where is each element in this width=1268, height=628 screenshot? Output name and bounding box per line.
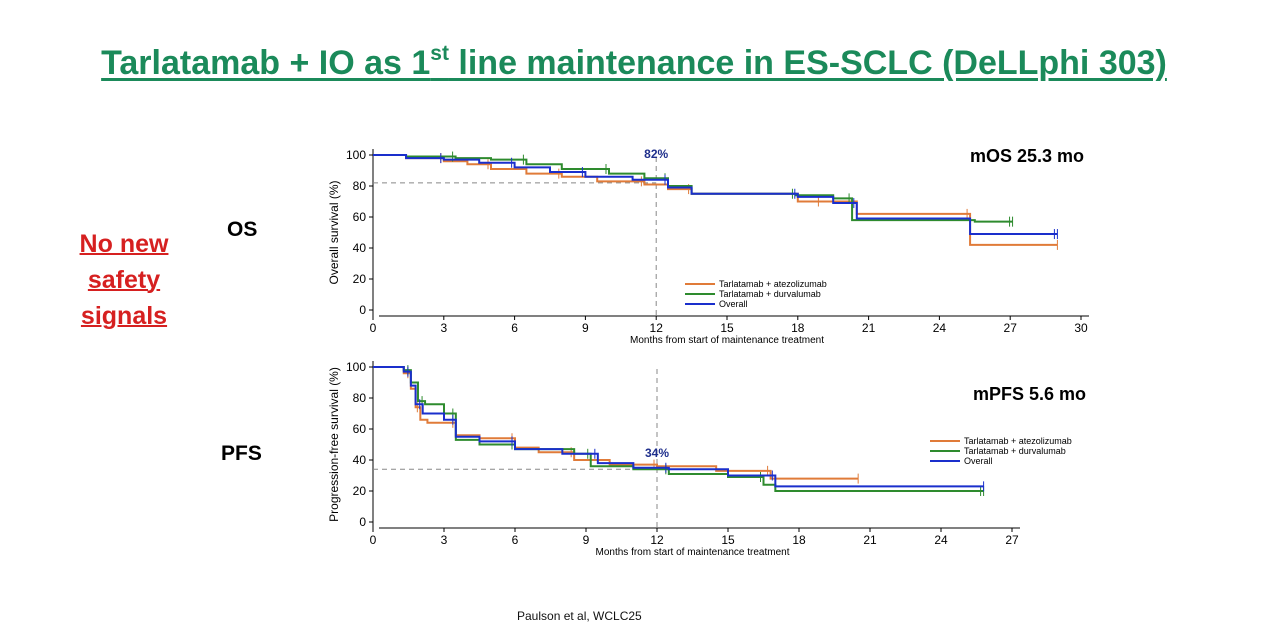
x-tick-label: 6 bbox=[512, 533, 519, 547]
safety-line-1: No new bbox=[79, 230, 169, 258]
title-main: Tarlatamab + IO as 1 bbox=[101, 44, 431, 82]
y-tick-label: 0 bbox=[359, 303, 366, 317]
safety-line-2: safety bbox=[87, 266, 161, 294]
safety-line-3: signals bbox=[80, 302, 168, 330]
x-tick-label: 21 bbox=[863, 533, 877, 547]
median-headline: mOS 25.3 mo bbox=[970, 146, 1084, 166]
y-tick-label: 100 bbox=[346, 360, 366, 374]
legend-label: Tarlatamab + atezolizumab bbox=[719, 279, 827, 289]
y-axis-label: Overall survival (%) bbox=[327, 180, 341, 284]
x-tick-label: 21 bbox=[862, 321, 876, 335]
x-tick-label: 0 bbox=[370, 321, 377, 335]
os-row-label: OS bbox=[227, 218, 258, 241]
legend-label: Overall bbox=[964, 456, 993, 466]
series-step-line bbox=[373, 366, 984, 492]
x-tick-label: 9 bbox=[582, 321, 589, 335]
x-tick-label: 24 bbox=[933, 321, 947, 335]
slide-title: Tarlatamab + IO as 1st line maintenance … bbox=[0, 42, 1268, 83]
y-tick-label: 0 bbox=[359, 515, 366, 529]
x-tick-label: 18 bbox=[792, 533, 806, 547]
series-step-line bbox=[373, 154, 1058, 236]
title-superscript: st bbox=[430, 42, 449, 65]
landmark-label: 82% bbox=[644, 147, 668, 161]
y-tick-label: 20 bbox=[353, 484, 367, 498]
x-tick-label: 15 bbox=[721, 533, 735, 547]
y-tick-label: 60 bbox=[353, 422, 367, 436]
y-tick-label: 60 bbox=[353, 210, 367, 224]
y-tick-label: 100 bbox=[346, 148, 366, 162]
pfs-kaplan-meier-chart: 0 20 40 60 80 100 0 3 6 9 12 15 18 21 24 27 Months from … bbox=[327, 360, 1086, 558]
x-axis-label: Months from start of maintenance treatme… bbox=[596, 547, 790, 558]
y-tick-label: 40 bbox=[353, 241, 367, 255]
y-tick-label: 80 bbox=[353, 179, 367, 193]
y-tick-label: 20 bbox=[353, 272, 367, 286]
x-tick-label: 27 bbox=[1005, 533, 1019, 547]
legend-label: Tarlatamab + durvalumab bbox=[964, 446, 1066, 456]
x-tick-label: 24 bbox=[934, 533, 948, 547]
landmark-label: 34% bbox=[645, 446, 669, 460]
y-tick-label: 80 bbox=[353, 391, 367, 405]
safety-callout: No new safety signals bbox=[54, 226, 194, 334]
x-tick-label: 12 bbox=[650, 321, 664, 335]
series-step-line bbox=[373, 154, 1058, 246]
os-kaplan-meier-chart: 0 20 40 60 80 100 0 3 6 9 12 15 18 21 24 27 30 Months fro… bbox=[327, 146, 1089, 346]
series-step-line bbox=[373, 366, 859, 480]
x-tick-label: 9 bbox=[583, 533, 590, 547]
x-tick-label: 0 bbox=[370, 533, 377, 547]
x-tick-label: 15 bbox=[720, 321, 734, 335]
x-tick-label: 12 bbox=[650, 533, 664, 547]
title-rest: line maintenance in ES-SCLC (DeLLphi 303… bbox=[448, 44, 1167, 82]
x-axis-label: Months from start of maintenance treatme… bbox=[630, 335, 824, 346]
legend-label: Tarlatamab + atezolizumab bbox=[964, 436, 1072, 446]
pfs-row-label: PFS bbox=[221, 442, 262, 465]
legend-label: Tarlatamab + durvalumab bbox=[719, 289, 821, 299]
legend-label: Overall bbox=[719, 299, 748, 309]
series-step-line bbox=[373, 154, 1013, 223]
median-headline: mPFS 5.6 mo bbox=[973, 384, 1086, 404]
x-tick-label: 18 bbox=[791, 321, 805, 335]
y-axis-label: Progression-free survival (%) bbox=[327, 367, 341, 522]
x-tick-label: 3 bbox=[440, 321, 447, 335]
x-tick-label: 30 bbox=[1074, 321, 1088, 335]
citation: Paulson et al, WCLC25 bbox=[517, 609, 642, 623]
x-tick-label: 3 bbox=[441, 533, 448, 547]
y-tick-label: 40 bbox=[353, 453, 367, 467]
x-tick-label: 6 bbox=[511, 321, 518, 335]
series-step-line bbox=[373, 366, 984, 488]
x-tick-label: 27 bbox=[1004, 321, 1018, 335]
